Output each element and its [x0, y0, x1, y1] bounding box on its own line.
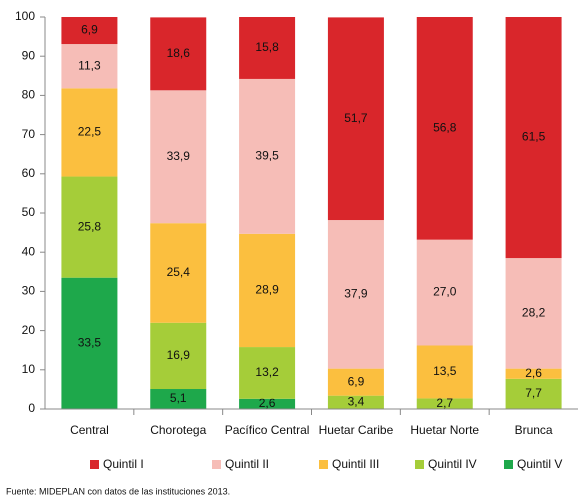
y-tick-label: 20: [22, 323, 36, 337]
legend-swatch: [90, 460, 99, 469]
value-label: 39,5: [255, 149, 279, 163]
legend-label: Quintil I: [103, 457, 144, 471]
bar-segment: [327, 220, 384, 369]
legend-swatch: [212, 460, 221, 469]
bar-segment: [416, 239, 473, 346]
legend-swatch: [415, 460, 424, 469]
bar-segment: [150, 389, 207, 409]
bar-segment: [327, 368, 384, 396]
bar-segment: [150, 322, 207, 390]
bar-segment: [327, 17, 384, 221]
value-label: 13,5: [433, 364, 457, 378]
x-tick-label: Brunca: [515, 423, 553, 437]
bar-segment: [61, 277, 118, 409]
y-tick-label: 10: [22, 362, 36, 376]
value-label: 61,5: [522, 130, 546, 144]
value-label: 7,7: [525, 386, 542, 400]
bar-segment: [61, 176, 118, 278]
x-tick-label: Chorotega: [150, 423, 206, 437]
bar-segment: [61, 44, 118, 89]
bar-segment: [61, 17, 118, 45]
y-tick-label: 40: [22, 244, 36, 258]
bar-segment: [416, 17, 473, 240]
y-tick-label: 70: [22, 127, 36, 141]
x-tick-label: Pacífico Central: [225, 423, 310, 437]
value-label: 15,8: [255, 40, 279, 54]
y-tick-label: 80: [22, 88, 36, 102]
value-label: 6,9: [81, 23, 98, 37]
value-label: 25,4: [167, 265, 191, 279]
legend-swatch: [319, 460, 328, 469]
bar-segment: [416, 398, 473, 409]
value-label: 5,1: [170, 391, 187, 405]
y-tick-label: 0: [28, 401, 35, 415]
bar-segment: [150, 17, 207, 91]
value-label: 2,7: [436, 396, 453, 410]
bar-segment: [150, 223, 207, 323]
bar-segment: [505, 17, 562, 259]
value-label: 16,9: [167, 348, 191, 362]
bar-segment: [239, 233, 296, 348]
source-note: Fuente: MIDEPLAN con datos de las instit…: [6, 486, 230, 496]
value-label: 2,6: [525, 366, 542, 380]
y-tick-label: 30: [22, 284, 36, 298]
value-label: 33,5: [78, 336, 102, 350]
bar-segment: [239, 17, 296, 79]
x-tick-label: Central: [70, 423, 109, 437]
y-tick-label: 90: [22, 48, 36, 62]
bar-segment: [239, 78, 296, 234]
value-label: 2,6: [259, 396, 276, 410]
bar-segment: [239, 347, 296, 399]
legend-label: Quintil IV: [428, 457, 477, 471]
legend-swatch: [504, 460, 513, 469]
y-tick-label: 60: [22, 166, 36, 180]
value-label: 3,4: [348, 395, 365, 409]
value-label: 25,8: [78, 219, 102, 233]
value-label: 33,9: [167, 149, 191, 163]
y-tick-label: 50: [22, 205, 36, 219]
value-label: 11,3: [78, 58, 101, 72]
bar-segment: [61, 88, 118, 177]
value-label: 6,9: [348, 374, 365, 388]
y-tick-label: 100: [15, 9, 35, 23]
value-label: 22,5: [78, 125, 102, 139]
bar-segment: [150, 90, 207, 224]
x-tick-label: Huetar Caribe: [319, 423, 394, 437]
value-label: 28,2: [522, 306, 546, 320]
bar-segment: [327, 395, 384, 409]
legend-label: Quintil V: [517, 457, 562, 471]
value-label: 18,6: [167, 46, 191, 60]
bar-segment: [505, 368, 562, 379]
value-label: 56,8: [433, 120, 457, 134]
bar-segment: [239, 398, 296, 409]
value-label: 27,0: [433, 285, 457, 299]
legend-label: Quintil II: [225, 457, 269, 471]
value-label: 13,2: [255, 365, 279, 379]
x-tick-label: Huetar Norte: [410, 423, 479, 437]
bar-segment: [505, 378, 562, 409]
value-label: 51,7: [344, 111, 368, 125]
value-label: 37,9: [344, 287, 368, 301]
bar-segment: [416, 345, 473, 399]
value-label: 28,9: [255, 283, 279, 297]
bar-segment: [505, 258, 562, 369]
legend-label: Quintil III: [332, 457, 379, 471]
